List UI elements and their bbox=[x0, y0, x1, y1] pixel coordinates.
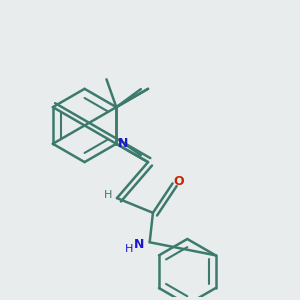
Text: N: N bbox=[134, 238, 144, 251]
Text: O: O bbox=[173, 175, 184, 188]
Text: N: N bbox=[118, 137, 128, 150]
Text: H: H bbox=[103, 190, 112, 200]
Text: H: H bbox=[125, 244, 134, 254]
